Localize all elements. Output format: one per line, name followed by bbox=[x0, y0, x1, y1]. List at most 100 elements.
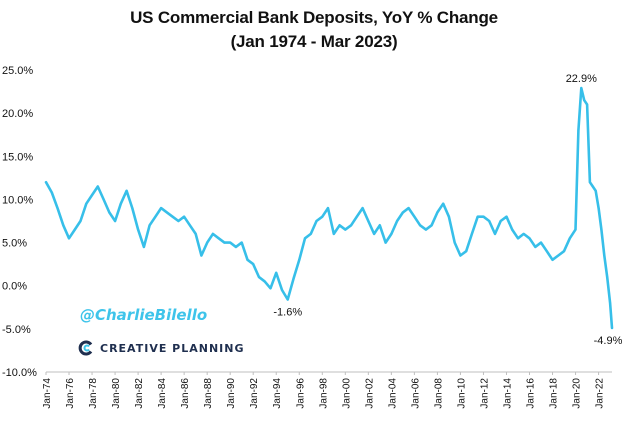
data-point bbox=[505, 215, 508, 218]
data-point bbox=[355, 215, 358, 218]
x-tick-label: Jan-00 bbox=[341, 378, 352, 409]
data-point bbox=[125, 189, 128, 192]
data-point bbox=[597, 207, 600, 210]
data-point bbox=[453, 241, 456, 244]
data-point bbox=[563, 250, 565, 253]
data-point bbox=[390, 232, 393, 235]
x-tick-label: Jan-04 bbox=[387, 378, 398, 409]
data-point bbox=[119, 202, 122, 205]
data-point bbox=[591, 185, 594, 188]
data-point bbox=[275, 271, 278, 274]
data-point bbox=[96, 185, 99, 188]
data-point bbox=[465, 250, 468, 253]
data-point bbox=[611, 327, 613, 329]
data-point bbox=[188, 224, 191, 227]
x-tick-label: Jan-14 bbox=[502, 378, 513, 409]
x-tick-label: Jan-78 bbox=[88, 378, 99, 409]
data-point bbox=[540, 241, 542, 244]
data-point bbox=[137, 228, 140, 231]
data-point bbox=[482, 215, 485, 218]
data-point bbox=[148, 224, 151, 227]
data-point bbox=[603, 254, 606, 257]
data-point bbox=[568, 237, 571, 240]
data-point bbox=[430, 224, 433, 227]
data-point bbox=[142, 245, 145, 248]
x-tick-label: Jan-80 bbox=[111, 378, 122, 409]
data-point bbox=[494, 232, 496, 235]
data-point bbox=[298, 258, 301, 261]
data-point bbox=[68, 237, 70, 240]
data-label: 22.9% bbox=[566, 73, 597, 85]
x-tick-label: Jan-98 bbox=[318, 378, 329, 409]
data-point bbox=[373, 232, 376, 235]
data-point bbox=[378, 224, 381, 227]
y-tick-label: 15.0% bbox=[2, 151, 33, 163]
data-point bbox=[131, 207, 134, 210]
x-tick-label: Jan-86 bbox=[180, 378, 191, 409]
data-point bbox=[522, 232, 525, 235]
x-tick-label: Jan-92 bbox=[249, 378, 260, 409]
data-point bbox=[234, 245, 237, 248]
data-point bbox=[304, 237, 306, 240]
data-point bbox=[442, 202, 445, 205]
data-point bbox=[583, 99, 586, 102]
data-point bbox=[419, 224, 422, 227]
data-point bbox=[79, 220, 82, 222]
data-point bbox=[223, 241, 226, 244]
data-point bbox=[50, 191, 53, 194]
data-point bbox=[206, 241, 209, 244]
data-point bbox=[344, 228, 347, 231]
data-point bbox=[171, 215, 174, 218]
data-point bbox=[407, 207, 410, 210]
data-point bbox=[332, 232, 335, 235]
data-point bbox=[396, 220, 399, 222]
data-point bbox=[194, 232, 197, 235]
x-tick-label: Jan-96 bbox=[295, 378, 306, 409]
data-point bbox=[401, 211, 404, 214]
data-point bbox=[447, 215, 450, 218]
data-point bbox=[309, 232, 312, 235]
data-point bbox=[470, 232, 473, 235]
data-label: -1.6% bbox=[273, 307, 302, 319]
x-tick-label: Jan-16 bbox=[525, 378, 536, 409]
data-point bbox=[73, 228, 76, 231]
data-point bbox=[321, 215, 324, 218]
x-tick-label: Jan-94 bbox=[272, 378, 283, 409]
data-point bbox=[269, 287, 272, 290]
data-point bbox=[606, 276, 609, 279]
data-point bbox=[286, 298, 289, 301]
data-point bbox=[154, 215, 157, 218]
x-tick-label: Jan-10 bbox=[456, 378, 467, 409]
x-tick-label: Jan-74 bbox=[42, 378, 53, 409]
data-label: -4.9% bbox=[594, 335, 623, 347]
watermark-brand-text: CREATIVE PLANNING bbox=[100, 341, 245, 355]
data-point bbox=[436, 211, 439, 214]
x-tick-label: Jan-82 bbox=[134, 378, 145, 409]
data-point bbox=[488, 220, 491, 222]
y-tick-label: 0.0% bbox=[2, 281, 27, 293]
x-tick-label: Jan-02 bbox=[364, 378, 375, 409]
data-point bbox=[56, 207, 59, 210]
x-tick-label: Jan-22 bbox=[595, 378, 606, 409]
creative-planning-logo-icon bbox=[78, 340, 93, 356]
data-point bbox=[160, 207, 163, 210]
data-point bbox=[577, 129, 580, 132]
data-point bbox=[424, 228, 427, 231]
data-point bbox=[588, 181, 591, 184]
data-point bbox=[85, 202, 88, 205]
data-point bbox=[511, 228, 514, 231]
data-point bbox=[281, 289, 283, 291]
y-tick-label: -5.0% bbox=[2, 324, 31, 336]
data-point bbox=[114, 220, 117, 222]
data-point bbox=[545, 250, 548, 253]
x-tick-label: Jan-76 bbox=[65, 378, 76, 409]
data-point bbox=[361, 207, 364, 210]
data-point bbox=[459, 254, 462, 257]
x-tick-label: Jan-18 bbox=[549, 378, 560, 409]
chart-title: US Commercial Bank Deposits, YoY % Chang… bbox=[130, 8, 498, 27]
x-tick-label: Jan-06 bbox=[410, 378, 421, 409]
data-point bbox=[586, 103, 589, 106]
data-point bbox=[258, 276, 260, 279]
data-point bbox=[102, 198, 105, 201]
data-point bbox=[350, 224, 353, 227]
